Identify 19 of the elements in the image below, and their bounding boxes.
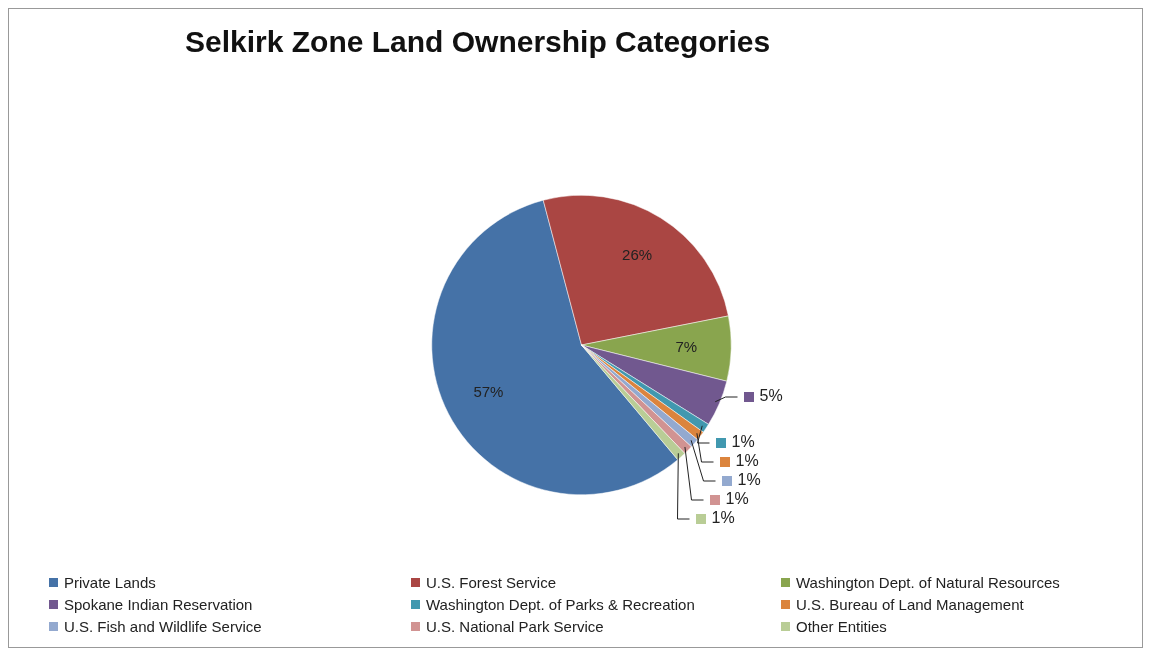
legend-label: U.S. National Park Service [426, 618, 604, 635]
data-label: 1% [737, 471, 761, 489]
chart-title: Selkirk Zone Land Ownership Categories [185, 25, 771, 59]
legend-label: Other Entities [796, 618, 887, 635]
legend-label: U.S. Bureau of Land Management [796, 596, 1024, 613]
data-label: 1% [731, 433, 755, 451]
legend-label: Washington Dept. of Parks & Recreation [426, 596, 695, 613]
legend-label: Private Lands [64, 574, 156, 591]
data-label: 26% [622, 246, 653, 264]
data-label: 7% [675, 337, 698, 355]
data-label: 1% [735, 452, 759, 470]
data-label: 57% [473, 383, 504, 401]
legend-label: U.S. Fish and Wildlife Service [64, 618, 262, 635]
data-label: 1% [725, 490, 749, 508]
data-label: 1% [711, 509, 735, 527]
legend-label: Spokane Indian Reservation [64, 596, 253, 613]
legend-label: U.S. Forest Service [426, 574, 557, 591]
legend-label: Washington Dept. of Natural Resources [796, 574, 1060, 591]
data-label: 5% [759, 387, 783, 405]
